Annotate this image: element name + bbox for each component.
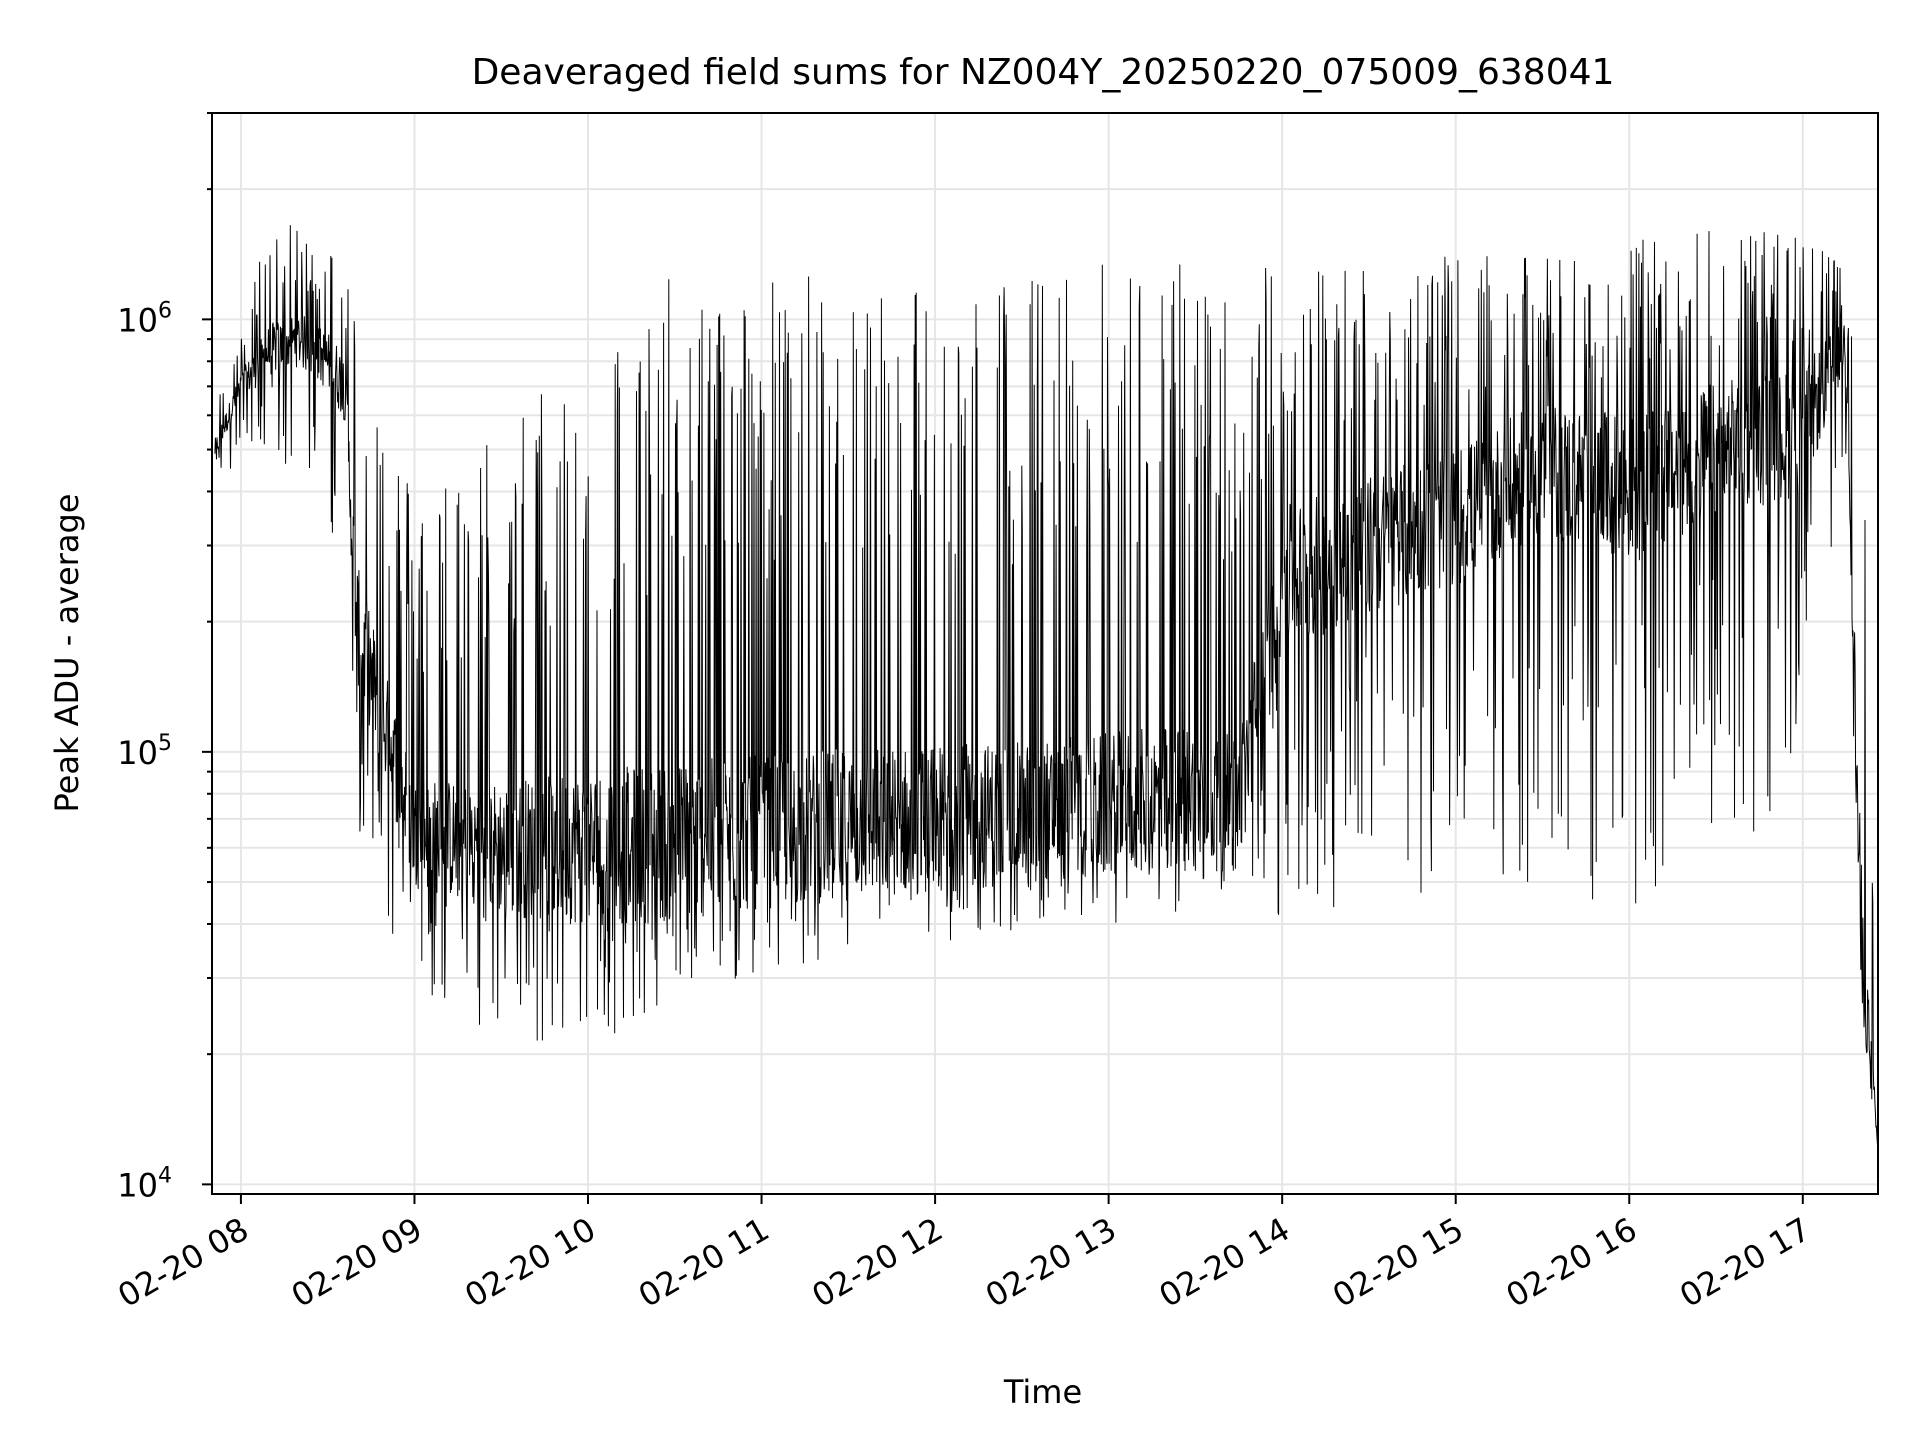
y-axis: 104 105 106 xyxy=(117,112,212,1204)
plot-frame xyxy=(211,112,1879,1195)
series-line xyxy=(214,225,1879,1151)
y-axis-label: Peak ADU - average xyxy=(48,494,86,813)
y-tick-label: 105 xyxy=(117,731,172,772)
y-tick-label: 106 xyxy=(117,298,172,339)
x-axis-label: Time xyxy=(1003,1373,1082,1411)
y-tick-label: 104 xyxy=(117,1163,172,1204)
chart-title: Deaveraged field sums for NZ004Y_2025022… xyxy=(472,52,1615,93)
